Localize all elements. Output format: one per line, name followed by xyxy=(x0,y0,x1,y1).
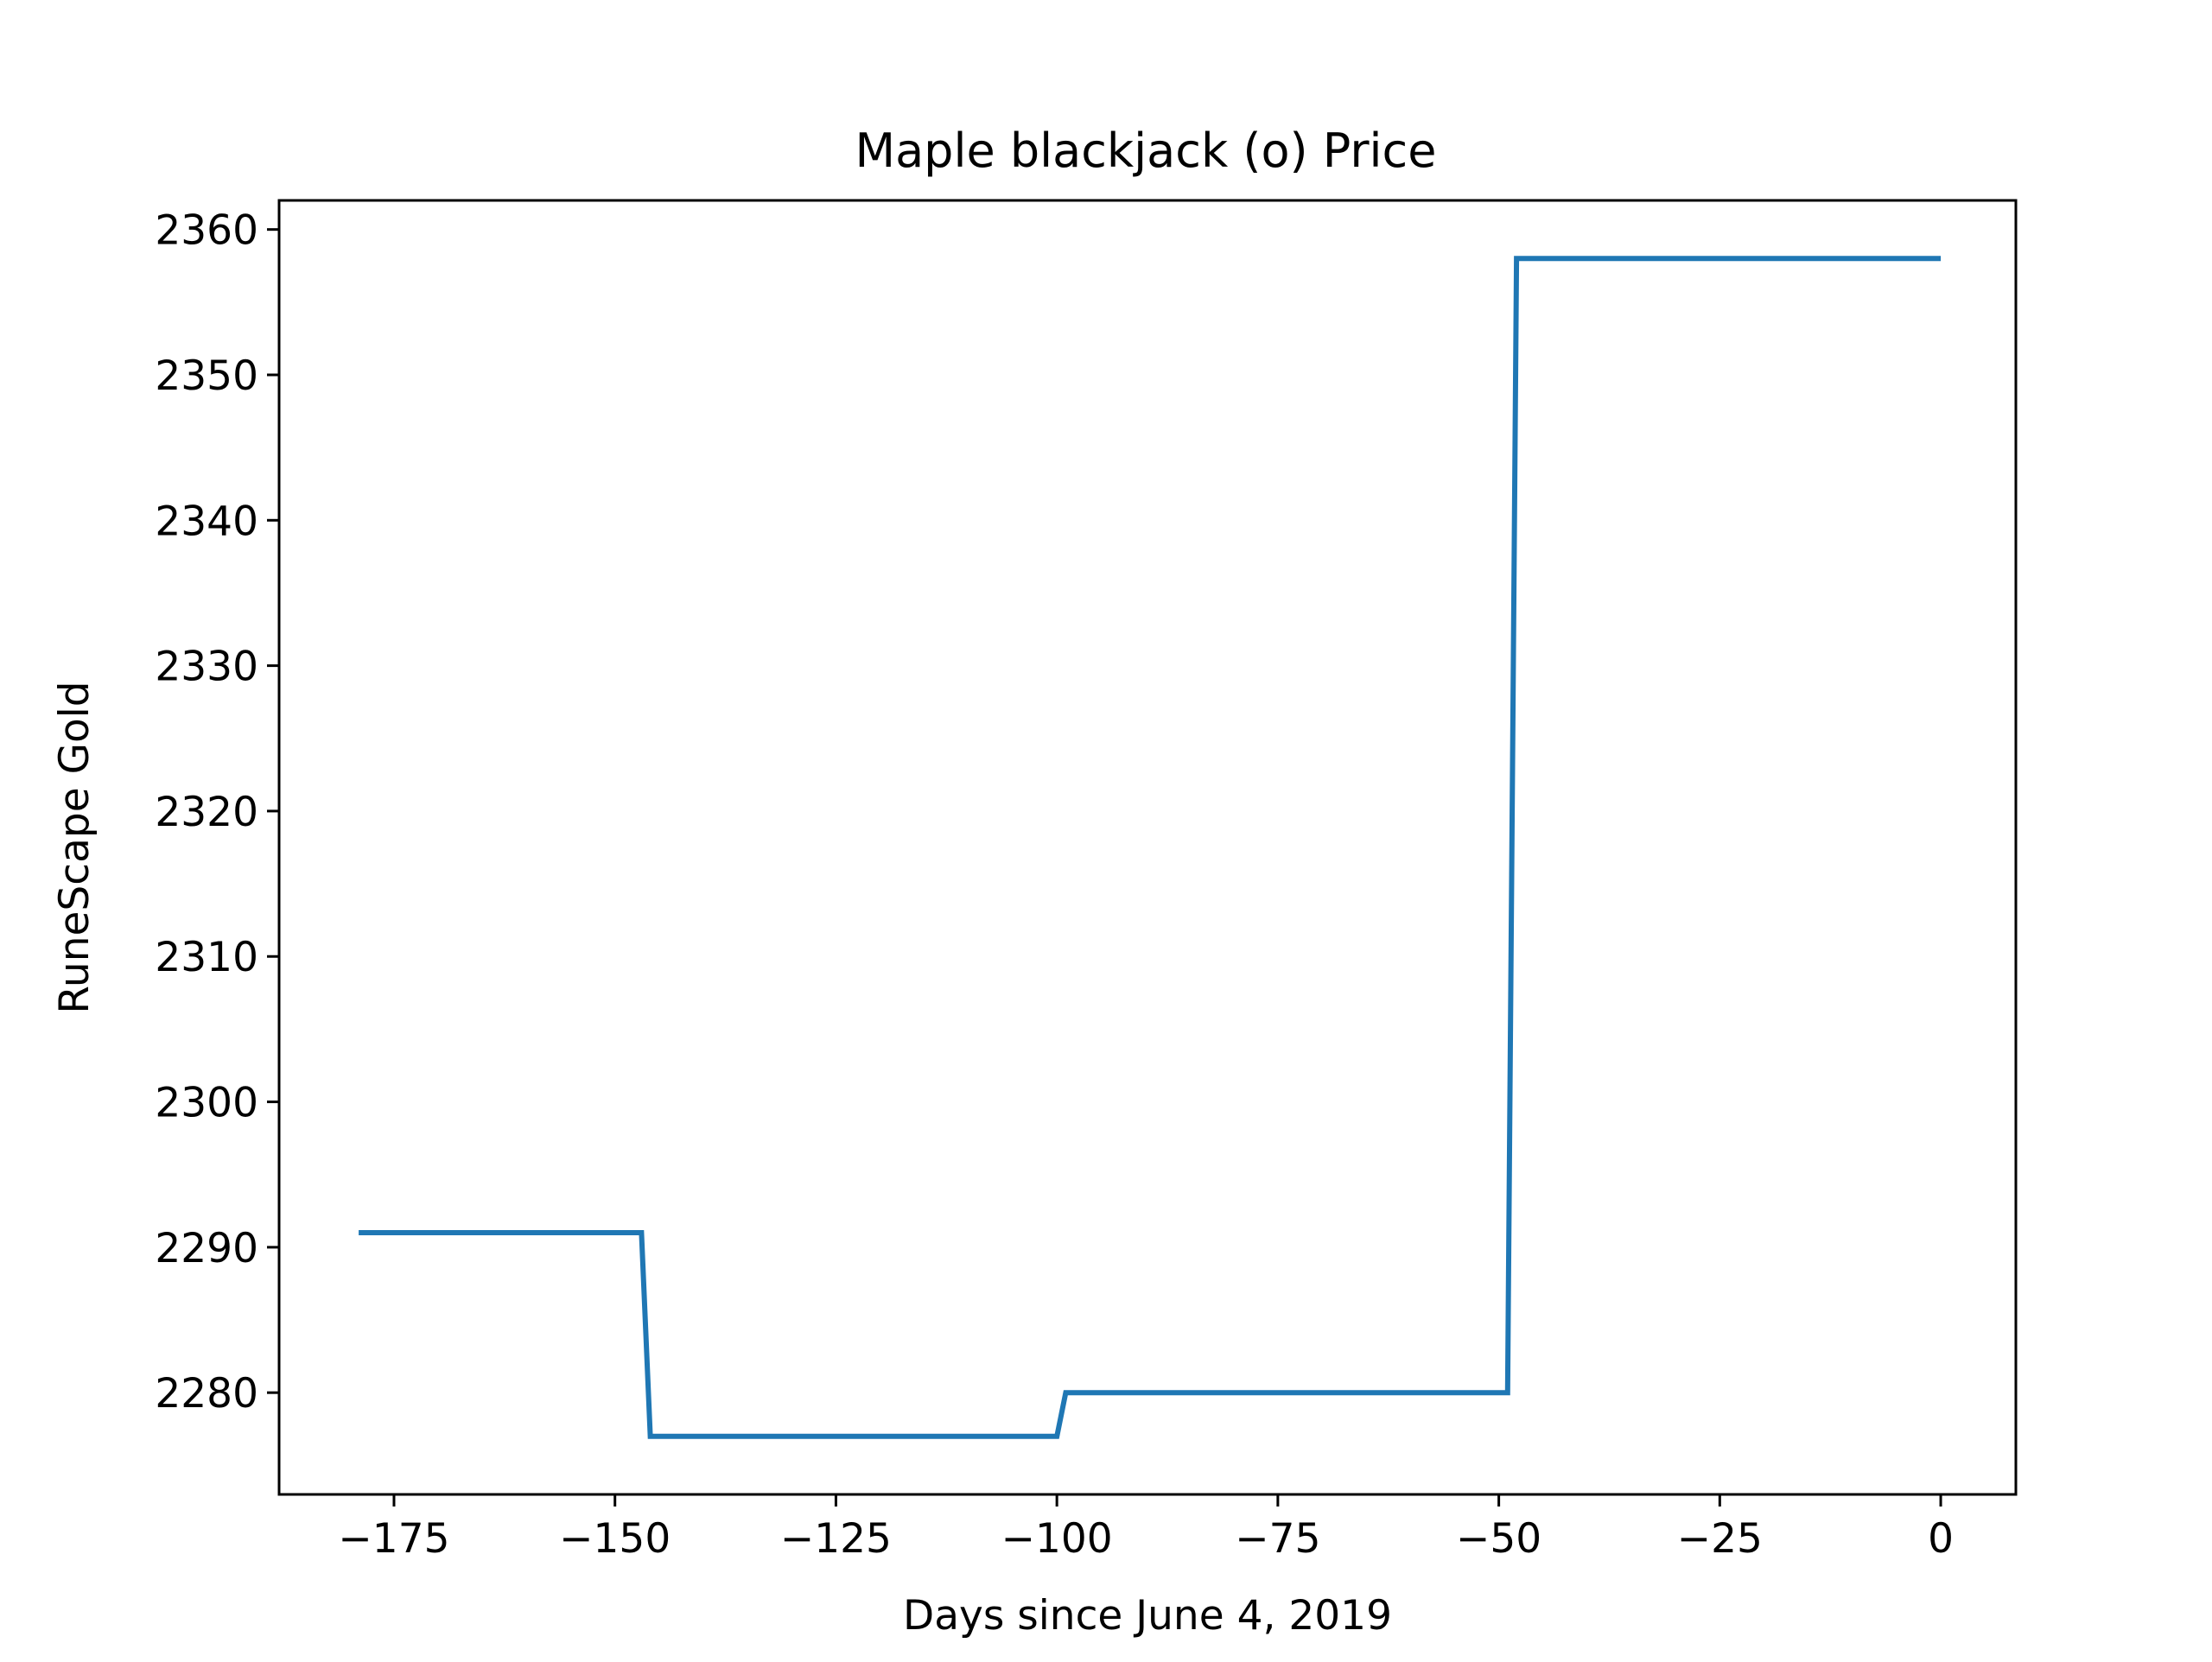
y-tick-label: 2360 xyxy=(155,207,258,255)
x-tick-label: −125 xyxy=(780,1515,892,1563)
x-tick-label: −75 xyxy=(1235,1515,1320,1563)
x-tick-label: −100 xyxy=(1001,1515,1113,1563)
y-tick-label: 2340 xyxy=(155,498,258,545)
x-tick-label: 0 xyxy=(1928,1515,1954,1563)
plot-frame xyxy=(277,199,2018,1496)
x-tick-label: −50 xyxy=(1456,1515,1541,1563)
x-tick-label: −25 xyxy=(1677,1515,1763,1563)
y-tick-label: 2350 xyxy=(155,352,258,400)
y-tick-label: 2320 xyxy=(155,789,258,836)
series-line-0 xyxy=(359,256,1942,1439)
chart-title: Maple blackjack (o) Price xyxy=(855,124,1437,178)
y-tick-label: 2300 xyxy=(155,1080,258,1127)
y-tick-label: 2310 xyxy=(155,934,258,981)
y-axis-label: RuneScape Gold xyxy=(51,681,99,1013)
y-tick-label: 2280 xyxy=(155,1370,258,1418)
plot-area xyxy=(359,256,1942,1439)
axis-ticks: −175 −150 −125 −100 −75 −50 −25 0 2280 2290 2300 23… xyxy=(155,207,1954,1563)
x-tick-label: −150 xyxy=(559,1515,671,1563)
y-tick-label: 2330 xyxy=(155,644,258,691)
y-tick-label: 2290 xyxy=(155,1225,258,1272)
x-tick-label: −175 xyxy=(338,1515,449,1563)
x-axis-label: Days since June 4, 2019 xyxy=(903,1592,1392,1640)
